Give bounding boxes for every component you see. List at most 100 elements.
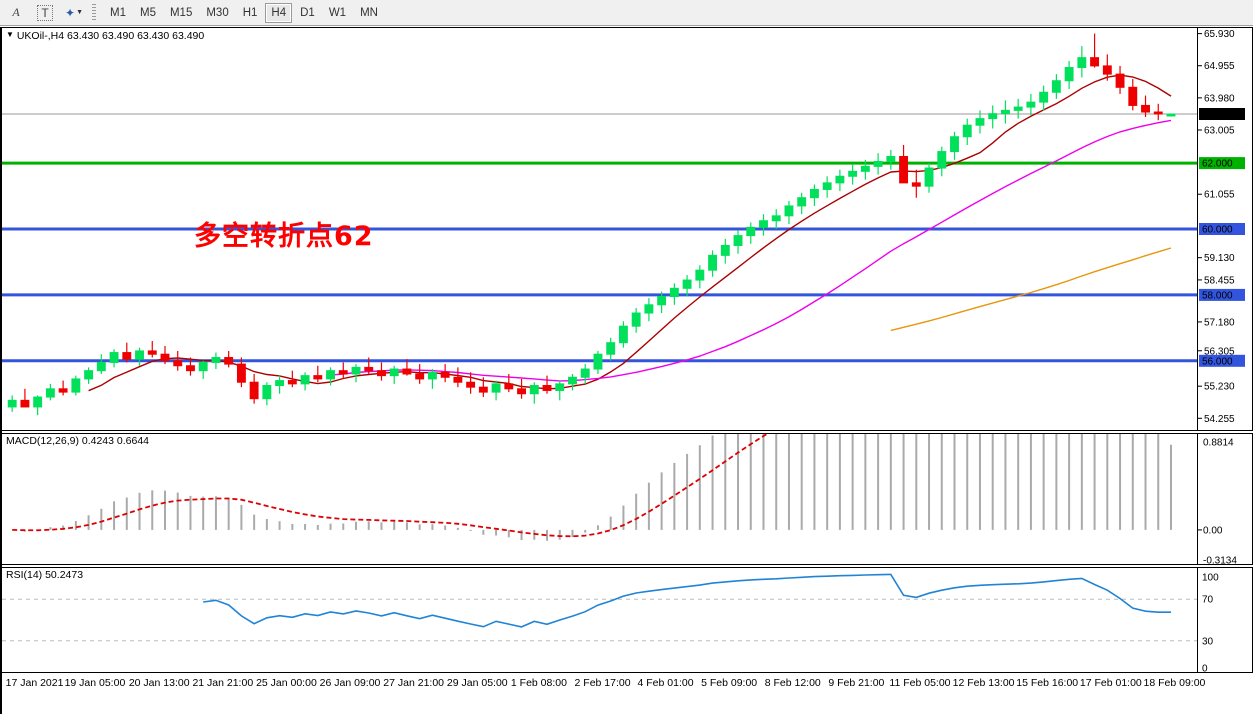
price-pane[interactable]: ▼ UKOil-,H4 63.430 63.490 63.430 63.490 … bbox=[2, 27, 1253, 431]
time-axis-label: 20 Jan 13:00 bbox=[128, 677, 190, 689]
candle-body bbox=[7, 399, 17, 408]
timeframe-m5[interactable]: M5 bbox=[139, 6, 156, 19]
candle-body bbox=[275, 380, 285, 387]
candle-body bbox=[377, 370, 386, 377]
candle-body bbox=[848, 170, 858, 177]
rsi-line bbox=[203, 573, 1171, 628]
macd-pane[interactable]: MACD(12,26,9) 0.4243 0.6644 0.8814 0.00 -0… bbox=[2, 433, 1253, 565]
price-pane-label: ▼ UKOil-,H4 63.430 63.490 63.430 63.490 bbox=[6, 29, 204, 42]
candle-body bbox=[568, 376, 577, 385]
price-axis-tick: 55.230 bbox=[1204, 382, 1235, 393]
timeframe-d1[interactable]: D1 bbox=[300, 6, 315, 19]
candle-body bbox=[287, 380, 297, 385]
candle-body bbox=[1013, 106, 1023, 111]
rsi-axis-tick: 0 bbox=[1202, 664, 1208, 673]
rsi-pane-label: RSI(14) 50.2473 bbox=[6, 569, 84, 581]
ma-fast-line bbox=[88, 74, 1172, 392]
timeframe-h4[interactable]: H4 bbox=[265, 2, 293, 23]
toolbar-drag-grip[interactable] bbox=[92, 3, 96, 22]
text-label-glyph: T bbox=[37, 4, 53, 21]
candle-body bbox=[529, 385, 539, 395]
text-label-tool-icon[interactable]: T bbox=[32, 2, 58, 24]
candle-body bbox=[491, 383, 501, 393]
chevron-down-icon[interactable]: ▼ bbox=[76, 9, 83, 16]
time-axis-label: 29 Jan 05:00 bbox=[446, 677, 508, 689]
time-axis-label: 25 Jan 00:00 bbox=[256, 677, 317, 689]
timeframe-w1[interactable]: W1 bbox=[328, 6, 347, 19]
rsi-pane[interactable]: RSI(14) 50.2473 100 70 30 0 bbox=[2, 567, 1253, 673]
rsi-axis-tick: 100 bbox=[1202, 573, 1219, 584]
candle-body bbox=[45, 388, 55, 398]
text-tool-A-icon[interactable]: A bbox=[12, 5, 20, 19]
price-axis[interactable]: 65.930 64.955 63.980 63.005 61.055 59.130 58.4… bbox=[1197, 28, 1252, 430]
candle-body bbox=[555, 383, 565, 391]
candle-body bbox=[1051, 80, 1061, 93]
time-axis-label: 18 Feb 09:00 bbox=[1143, 677, 1206, 689]
ma-slow-line bbox=[890, 247, 1172, 332]
top-toolbar: A T ✦ ▼ M1 M5 M15 M30 H1 H4 D1 W1 MN bbox=[0, 0, 1253, 26]
candle-body bbox=[96, 361, 106, 372]
candle-body bbox=[1064, 67, 1074, 82]
collapse-triangle-icon[interactable]: ▼ bbox=[6, 30, 14, 39]
price-axis-tick: 54.255 bbox=[1204, 414, 1235, 425]
candle-body bbox=[708, 254, 718, 271]
candle-body bbox=[733, 235, 743, 246]
candle-body bbox=[326, 370, 335, 380]
timeframe-m30[interactable]: M30 bbox=[206, 6, 229, 19]
candle-body bbox=[542, 385, 552, 391]
macd-chart-svg bbox=[12, 434, 1172, 541]
candle-body bbox=[682, 279, 692, 289]
timeframe-mn[interactable]: MN bbox=[360, 6, 378, 19]
rsi-axis-tick: 70 bbox=[1202, 595, 1214, 606]
time-axis-label: 26 Jan 09:00 bbox=[319, 677, 381, 689]
time-axis-label: 19 Jan 05:00 bbox=[64, 677, 126, 689]
objects-dropdown-icon[interactable]: ✦ ▼ bbox=[61, 2, 87, 24]
timeframe-group: M1 M5 M15 M30 H1 H4 D1 W1 MN bbox=[103, 2, 385, 23]
candle-body bbox=[593, 353, 603, 370]
timeframe-m1[interactable]: M1 bbox=[110, 6, 126, 19]
candle-body bbox=[1090, 57, 1100, 67]
candle-body bbox=[236, 363, 246, 383]
candle-body bbox=[160, 353, 170, 362]
price-plot-area[interactable] bbox=[2, 28, 1198, 430]
candle-body bbox=[835, 175, 845, 184]
time-axis[interactable]: 17 Jan 2021 19 Jan 05:00 20 Jan 13:00 21 Ja… bbox=[2, 675, 1253, 695]
candle-body bbox=[720, 244, 730, 256]
candle-body bbox=[809, 188, 819, 199]
time-axis-label: 9 Feb 21:00 bbox=[828, 677, 885, 689]
macd-axis-tick: 0.00 bbox=[1203, 525, 1223, 536]
candle-body bbox=[1128, 86, 1138, 106]
candle-body bbox=[631, 312, 641, 327]
price-level-tag: 56.000 bbox=[1202, 356, 1233, 367]
macd-plot-area[interactable] bbox=[2, 434, 1198, 564]
candle-body bbox=[478, 386, 488, 393]
price-level-tag: 62.000 bbox=[1202, 159, 1233, 170]
candle-body bbox=[937, 151, 947, 169]
timeframe-m15[interactable]: M15 bbox=[169, 6, 193, 19]
rsi-plot-area[interactable] bbox=[2, 568, 1198, 672]
rsi-chart-svg bbox=[2, 573, 1198, 642]
candle-body bbox=[198, 361, 208, 372]
chart-frame: ▼ UKOil-,H4 63.430 63.490 63.430 63.490 … bbox=[0, 27, 1253, 714]
candle-body bbox=[109, 352, 119, 363]
price-axis-tick: 64.955 bbox=[1204, 61, 1235, 72]
rsi-axis[interactable]: 100 70 30 0 bbox=[1197, 568, 1252, 672]
price-axis-tick: 63.005 bbox=[1204, 125, 1235, 136]
time-axis-label: 17 Feb 01:00 bbox=[1079, 677, 1142, 689]
time-axis-label: 17 Jan 2021 bbox=[5, 677, 64, 689]
price-axis-tick: 63.980 bbox=[1204, 93, 1235, 104]
time-axis-label: 5 Feb 09:00 bbox=[701, 677, 758, 689]
candle-body bbox=[975, 118, 985, 126]
candle-body bbox=[911, 182, 921, 187]
time-axis-label: 11 Feb 05:00 bbox=[889, 677, 951, 689]
candle-body bbox=[71, 378, 81, 393]
candle-body bbox=[466, 381, 476, 388]
candle-body bbox=[644, 304, 654, 314]
candle-body bbox=[415, 373, 425, 380]
macd-axis[interactable]: 0.8814 0.00 -0.3134 bbox=[1197, 434, 1252, 564]
candle-body bbox=[988, 113, 998, 120]
candle-body bbox=[1077, 57, 1087, 69]
time-axis-label: 2 Feb 17:00 bbox=[574, 677, 631, 689]
price-level-tag: 60.000 bbox=[1202, 225, 1233, 236]
timeframe-h1[interactable]: H1 bbox=[242, 6, 258, 19]
